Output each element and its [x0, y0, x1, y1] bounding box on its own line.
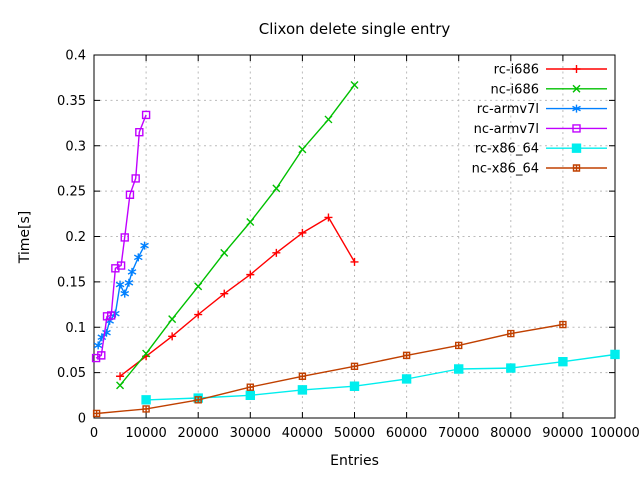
- y-tick-label: 0.15: [57, 275, 86, 290]
- y-tick-label: 0.4: [65, 49, 86, 64]
- series-marker-nc-x86_64: [350, 362, 359, 370]
- series-line-nc-x86_64: [96, 323, 564, 415]
- series-marker-nc-x86_64: [298, 372, 307, 380]
- series-marker-rc-i686: [220, 289, 229, 298]
- y-tick-label: 0.25: [57, 185, 86, 200]
- x-axis-label: Entries: [330, 453, 379, 469]
- series-marker-rc-x86_64: [349, 381, 360, 391]
- x-tick-label: 20000: [178, 426, 219, 441]
- series-marker-nc-armv7l: [111, 264, 120, 273]
- series-marker-nc-i686: [272, 184, 281, 193]
- x-tick-label: 10000: [125, 426, 166, 441]
- chart-title: Clixon delete single entry: [258, 20, 451, 38]
- series-line-nc-armv7l: [95, 114, 147, 359]
- series-marker-nc-i686: [220, 248, 229, 257]
- y-tick-label: 0.05: [57, 366, 86, 381]
- series-marker-rc-x86_64: [401, 374, 412, 384]
- series-marker-rc-x86_64: [506, 363, 516, 373]
- x-tick-label: 80000: [490, 426, 531, 441]
- series-line-rc-i686: [119, 216, 356, 377]
- series-marker-nc-armv7l: [116, 261, 126, 270]
- series-marker-rc-i686: [272, 248, 281, 257]
- series-marker-nc-i686: [350, 80, 359, 89]
- series-marker-legend-rc-i686: [572, 65, 581, 73]
- x-tick-label: 70000: [438, 426, 479, 441]
- series-marker-legend-rc-x86_64: [571, 143, 582, 153]
- series-marker-rc-armv7l: [120, 289, 130, 298]
- series-marker-rc-x86_64: [245, 390, 255, 401]
- series-marker-nc-x86_64: [455, 341, 463, 350]
- series-marker-nc-i686: [324, 115, 333, 124]
- legend-label-rc-x86_64: rc-x86_64: [475, 142, 539, 157]
- series-marker-rc-i686: [194, 310, 203, 319]
- series-line-nc-i686: [119, 84, 356, 386]
- series-marker-nc-armv7l: [135, 127, 144, 137]
- series-marker-rc-i686: [324, 213, 333, 222]
- legend-label-rc-armv7l: rc-armv7l: [477, 102, 539, 117]
- series-marker-rc-x86_64: [558, 357, 568, 367]
- series-marker-nc-i686: [246, 217, 255, 226]
- series-marker-nc-x86_64: [194, 396, 202, 404]
- x-tick-label: 100000: [590, 426, 640, 441]
- x-tick-label: 0: [90, 426, 98, 441]
- series-marker-legend-nc-x86_64: [572, 164, 581, 172]
- y-tick-label: 0.3: [65, 139, 86, 154]
- series-marker-nc-armv7l: [97, 351, 106, 360]
- series-marker-rc-x86_64: [454, 364, 464, 374]
- series-marker-nc-i686: [168, 315, 177, 324]
- series-marker-nc-armv7l: [120, 233, 129, 242]
- series-marker-nc-x86_64: [402, 351, 411, 360]
- x-tick-label: 90000: [542, 426, 583, 441]
- series-marker-nc-x86_64: [507, 329, 515, 338]
- series-marker-nc-armv7l: [125, 190, 135, 199]
- x-tick-label: 40000: [282, 426, 323, 441]
- series-marker-rc-x86_64: [297, 385, 308, 395]
- series-marker-rc-i686: [168, 332, 177, 341]
- series-marker-nc-x86_64: [246, 383, 254, 391]
- series-marker-rc-armv7l: [93, 341, 103, 350]
- series-marker-nc-i686: [194, 282, 203, 291]
- series-marker-nc-armv7l: [141, 110, 151, 120]
- series-marker-rc-i686: [350, 257, 359, 266]
- series-marker-nc-armv7l: [106, 311, 116, 320]
- series-marker-nc-x86_64: [559, 320, 567, 329]
- series-marker-rc-armv7l: [115, 280, 125, 289]
- legend-label-nc-i686: nc-i686: [490, 82, 539, 97]
- legend-label-nc-x86_64: nc-x86_64: [472, 162, 539, 177]
- x-tick-label: 30000: [230, 426, 271, 441]
- series-marker-nc-armv7l: [131, 174, 140, 183]
- series-marker-nc-i686: [298, 145, 307, 154]
- series-marker-rc-i686: [298, 228, 307, 237]
- series-marker-legend-rc-armv7l: [572, 104, 581, 113]
- series-marker-rc-x86_64: [610, 349, 620, 360]
- series-marker-rc-i686: [116, 372, 125, 381]
- series-marker-nc-x86_64: [142, 405, 150, 413]
- y-tick-label: 0: [78, 412, 86, 427]
- series-marker-legend-nc-armv7l: [572, 124, 581, 133]
- series-marker-nc-i686: [116, 381, 125, 390]
- y-tick-label: 0.1: [65, 321, 86, 336]
- series-marker-rc-armv7l: [133, 253, 143, 262]
- series-marker-rc-armv7l: [127, 267, 137, 276]
- series-marker-rc-armv7l: [140, 241, 149, 250]
- y-tick-label: 0.2: [65, 230, 86, 245]
- series-marker-legend-nc-i686: [572, 84, 581, 93]
- series-marker-rc-armv7l: [124, 278, 134, 287]
- series-marker-rc-i686: [246, 270, 255, 279]
- x-tick-label: 60000: [386, 426, 427, 441]
- x-tick-label: 50000: [334, 426, 375, 441]
- series-line-rc-x86_64: [146, 353, 616, 401]
- series-marker-rc-x86_64: [141, 395, 151, 405]
- legend-label-nc-armv7l: nc-armv7l: [474, 122, 539, 137]
- legend-label-rc-i686: rc-i686: [494, 63, 539, 78]
- series-marker-nc-i686: [142, 349, 151, 358]
- y-tick-label: 0.35: [57, 94, 86, 109]
- series-marker-nc-x86_64: [92, 409, 101, 418]
